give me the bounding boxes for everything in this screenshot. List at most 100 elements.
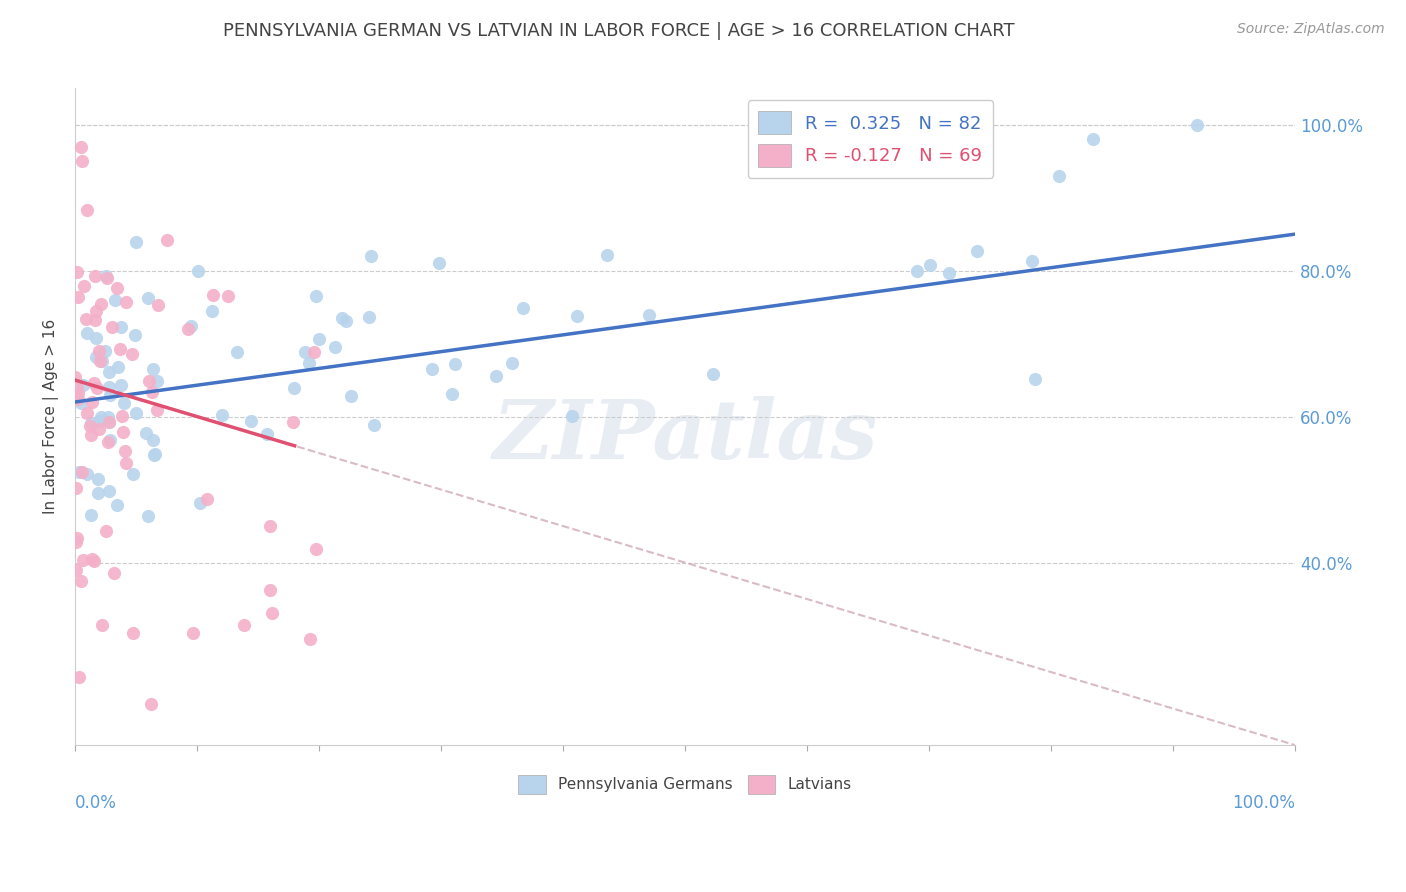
Point [97,415,120,429]
Point [87,485,110,500]
Point [91,353,114,368]
Point [146,374,169,388]
Point [65,381,87,395]
Point [80,428,103,442]
Point [86,303,108,318]
Point [180,318,202,333]
Point [501,355,523,369]
Point [240,414,263,428]
Point [70,466,93,480]
Point [177,322,200,336]
Point [80,552,103,566]
Point [66,531,89,545]
Point [148,298,170,312]
Point [96,270,118,285]
Point [938,267,960,281]
Point [83,313,105,327]
Point [485,369,508,384]
Point [98,380,121,394]
Point [107,359,129,374]
Point [121,467,143,481]
Point [596,248,619,262]
Point [97,435,120,450]
Point [330,310,353,325]
Point [83,376,105,390]
Point [124,327,146,342]
Point [98,388,121,402]
Point [444,357,467,371]
Point [80,395,103,409]
Point [94,524,117,538]
Point [305,288,328,302]
Point [183,626,205,640]
Text: 0.0%: 0.0% [75,794,117,813]
Point [104,293,127,307]
Point [702,367,724,381]
Point [70,139,93,153]
Point [83,554,105,568]
Point [135,425,157,440]
Point [76,326,98,340]
Point [1047,169,1070,184]
Text: PENNSYLVANIA GERMAN VS LATVIAN IN LABOR FORCE | AGE > 16 CORRELATION CHART: PENNSYLVANIA GERMAN VS LATVIAN IN LABOR … [222,22,1015,40]
Point [299,632,322,646]
Legend: Pennsylvania Germans, Latvians: Pennsylvania Germans, Latvians [512,769,858,800]
Point [256,426,278,441]
Point [195,492,218,507]
Point [141,384,163,399]
Point [110,319,132,334]
Point [125,235,148,249]
Point [201,303,224,318]
Point [115,456,138,470]
Point [72,552,94,566]
Point [298,356,321,370]
Point [97,409,120,424]
Point [121,347,143,361]
Point [98,433,121,447]
Point [90,409,112,424]
Point [363,418,385,433]
Point [357,310,380,325]
Point [115,295,138,310]
Point [125,406,148,420]
Point [139,698,162,712]
Point [76,203,98,218]
Point [87,414,110,428]
Point [1024,372,1046,386]
Point [226,345,249,359]
Point [136,508,159,523]
Point [84,331,107,345]
Point [66,265,89,279]
Point [108,343,131,357]
Point [67,465,90,479]
Point [565,310,588,324]
Point [188,496,211,510]
Point [84,269,107,284]
Point [97,484,120,499]
Point [146,403,169,417]
Point [143,447,166,461]
Point [80,508,103,523]
Point [67,670,90,684]
Point [94,343,117,358]
Point [122,625,145,640]
Point [76,467,98,482]
Point [72,279,94,293]
Point [360,249,382,263]
Point [217,289,239,303]
Point [142,434,165,448]
Point [142,362,165,376]
Point [70,395,93,409]
Point [70,574,93,588]
Point [905,264,928,278]
Point [65,481,87,495]
Point [111,425,134,439]
Point [103,566,125,580]
Point [1021,253,1043,268]
Point [966,244,988,259]
Point [283,381,305,395]
Point [65,564,87,578]
Point [325,340,347,354]
Point [80,417,103,431]
Point [87,472,110,486]
